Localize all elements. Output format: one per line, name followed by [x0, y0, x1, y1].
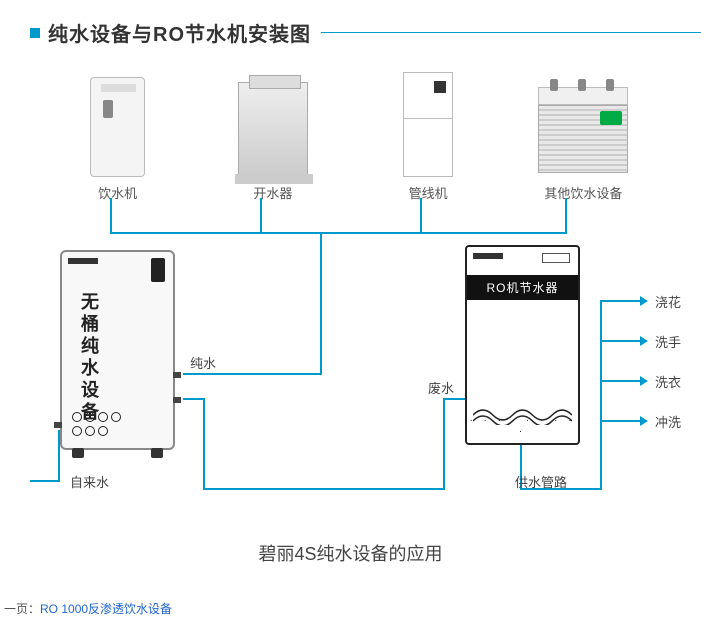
pipe-output — [600, 300, 640, 302]
pipe — [58, 430, 60, 482]
pipe — [30, 480, 60, 482]
ro-label: RO机节水器 — [467, 275, 578, 300]
dots-icon: · · · · · · · · · — [467, 415, 578, 437]
pipe — [203, 488, 443, 490]
pipe — [260, 198, 262, 232]
output-label: 浇花 — [655, 292, 681, 311]
pipe-pure — [183, 373, 322, 375]
label-supply-line: 供水管路 — [515, 472, 567, 491]
pipe-output — [600, 380, 640, 382]
port-waste-out — [173, 397, 181, 403]
appliance-row: 饮水机 开水器 管线机 其他饮水设备 — [0, 57, 701, 202]
control-panel-icon — [151, 258, 165, 282]
output-label: 洗衣 — [655, 372, 681, 391]
title-bar: 纯水设备与RO节水机安装图 — [0, 0, 701, 57]
page-title: 纯水设备与RO节水机安装图 — [48, 18, 311, 47]
arrow-icon — [640, 296, 648, 306]
title-bullet — [30, 28, 40, 38]
pure-water-machine: 无桶纯水设备 — [60, 250, 175, 450]
control-panel-icon — [542, 253, 570, 263]
pipe — [443, 398, 445, 490]
pipe — [443, 398, 465, 400]
output-label: 洗手 — [655, 332, 681, 351]
label-pure-water: 纯水 — [190, 353, 216, 372]
subtitle: 碧丽4S纯水设备的应用 — [0, 540, 701, 566]
arrow-icon — [640, 376, 648, 386]
dispenser-icon — [73, 67, 163, 177]
ro-saver-machine: RO机节水器 · · · · · · · · · — [465, 245, 580, 445]
pipeline-icon — [383, 67, 473, 177]
pipe — [420, 198, 422, 232]
wheel-icon — [151, 448, 163, 458]
arrow-icon — [640, 416, 648, 426]
label-tap-water: 自来水 — [70, 472, 109, 491]
arrow-icon — [640, 336, 648, 346]
appliance-dispenser: 饮水机 — [48, 67, 188, 202]
appliance-pipeline: 管线机 — [358, 67, 498, 202]
pipe — [203, 398, 205, 488]
filter-indicator-icon — [72, 412, 121, 436]
footer-link[interactable]: RO 1000反渗透饮水设备 — [40, 602, 172, 616]
appliance-boiler: 开水器 — [203, 67, 343, 202]
pipe — [320, 232, 322, 373]
port-tap-in — [54, 422, 62, 428]
appliance-other: 其他饮水设备 — [513, 67, 653, 202]
other-equipment-icon — [538, 67, 628, 177]
appliance-label: 饮水机 — [98, 183, 137, 202]
label-waste-water: 废水 — [428, 378, 454, 397]
pipe-output — [600, 420, 640, 422]
appliance-label: 其他饮水设备 — [544, 183, 622, 202]
wheel-icon — [72, 448, 84, 458]
footer-nav: 一页：RO 1000反渗透饮水设备 — [4, 600, 172, 617]
port-pure-out — [173, 372, 181, 378]
boiler-icon — [228, 67, 318, 177]
pipe-bus — [110, 232, 567, 234]
title-divider — [321, 32, 701, 33]
pipe-output-bus — [600, 300, 602, 490]
brand-badge — [473, 253, 503, 259]
pipe — [183, 398, 203, 400]
pipe-output — [600, 340, 640, 342]
output-label: 冲洗 — [655, 412, 681, 431]
appliance-label: 管线机 — [409, 183, 448, 202]
machine-label: 无桶纯水设备 — [76, 292, 102, 424]
pipe — [110, 198, 112, 232]
footer-prefix: 一页： — [4, 602, 40, 616]
brand-badge — [68, 258, 98, 264]
pipe — [565, 198, 567, 232]
